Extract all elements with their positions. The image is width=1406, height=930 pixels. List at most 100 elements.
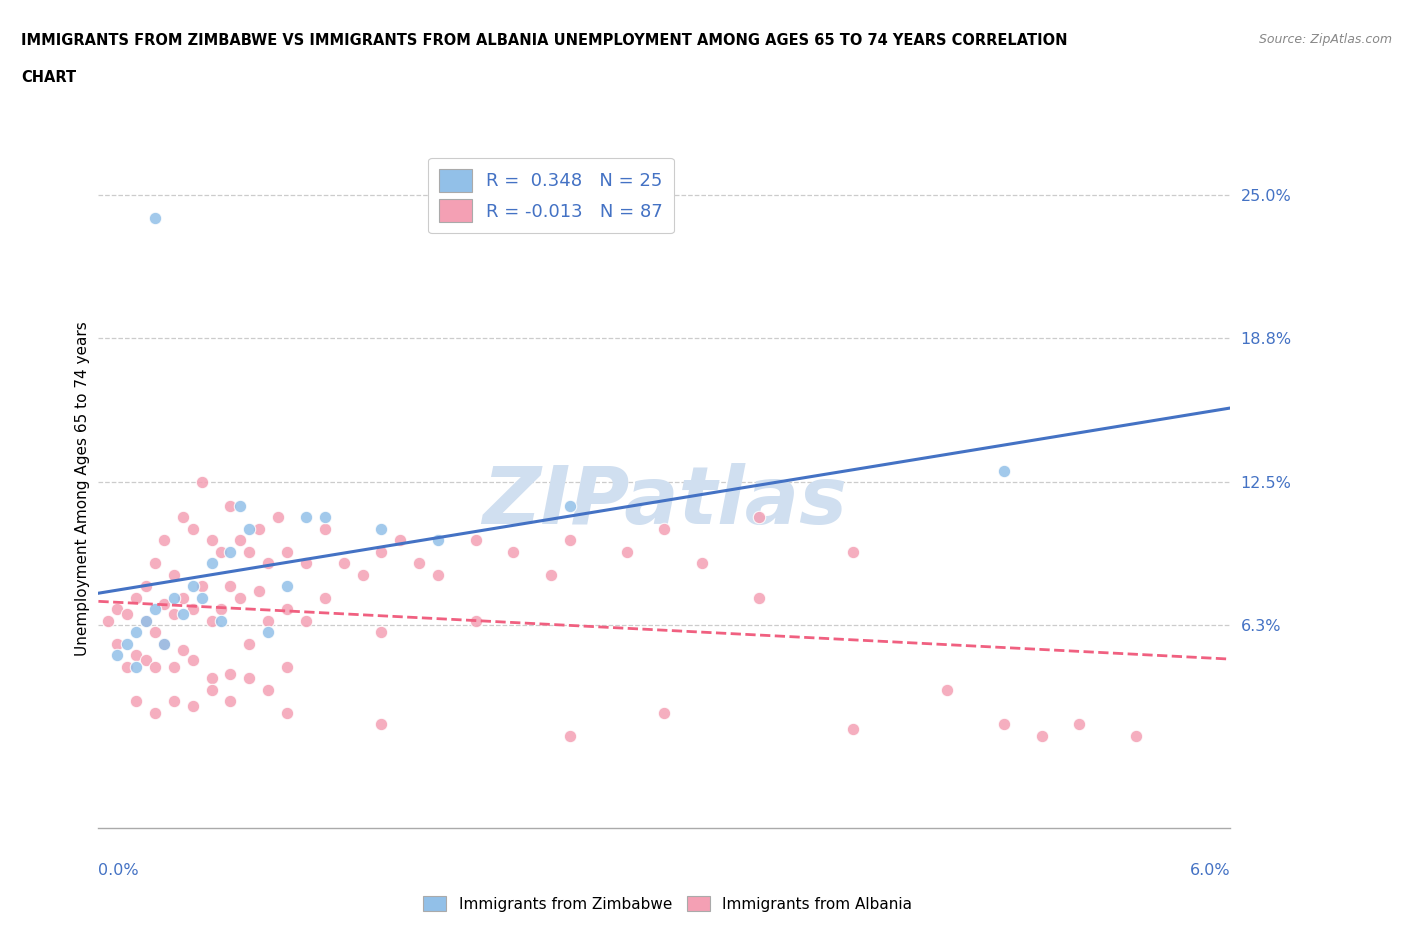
Point xyxy=(191,578,214,593)
Point xyxy=(238,544,260,559)
Legend: Immigrants from Zimbabwe, Immigrants from Albania: Immigrants from Zimbabwe, Immigrants fro… xyxy=(418,889,918,918)
Text: 0.0%: 0.0% xyxy=(98,863,139,878)
Point xyxy=(201,613,224,628)
Point xyxy=(842,722,865,737)
Point xyxy=(181,652,204,667)
Point xyxy=(257,683,280,698)
Point xyxy=(540,567,562,582)
Point xyxy=(125,625,148,640)
Point xyxy=(502,544,524,559)
Point xyxy=(558,728,581,743)
Point xyxy=(219,694,242,709)
Point xyxy=(276,544,298,559)
Point xyxy=(181,521,204,536)
Point xyxy=(191,591,214,605)
Point xyxy=(143,602,166,617)
Point xyxy=(229,498,252,513)
Point xyxy=(105,647,128,662)
Point xyxy=(266,510,288,525)
Point xyxy=(748,591,770,605)
Point xyxy=(229,591,252,605)
Point xyxy=(1031,728,1053,743)
Point xyxy=(993,463,1015,478)
Point xyxy=(464,613,486,628)
Point xyxy=(389,533,412,548)
Text: CHART: CHART xyxy=(21,70,76,85)
Point xyxy=(153,636,176,651)
Point xyxy=(125,694,148,709)
Point xyxy=(314,521,336,536)
Point xyxy=(105,602,128,617)
Point xyxy=(314,510,336,525)
Point xyxy=(143,555,166,570)
Point xyxy=(229,533,252,548)
Point xyxy=(172,643,194,658)
Point xyxy=(115,606,138,621)
Point xyxy=(408,555,430,570)
Point xyxy=(201,533,224,548)
Point xyxy=(201,683,224,698)
Point xyxy=(748,510,770,525)
Point xyxy=(201,671,224,685)
Text: IMMIGRANTS FROM ZIMBABWE VS IMMIGRANTS FROM ALBANIA UNEMPLOYMENT AMONG AGES 65 T: IMMIGRANTS FROM ZIMBABWE VS IMMIGRANTS F… xyxy=(21,33,1067,47)
Point xyxy=(936,683,959,698)
Point xyxy=(276,659,298,674)
Point xyxy=(209,602,232,617)
Point xyxy=(1069,717,1091,732)
Point xyxy=(105,636,128,651)
Text: ZIPatlas: ZIPatlas xyxy=(482,463,846,541)
Point xyxy=(238,636,260,651)
Point xyxy=(558,533,581,548)
Point xyxy=(181,578,204,593)
Point xyxy=(172,606,194,621)
Point xyxy=(993,717,1015,732)
Point xyxy=(1125,728,1147,743)
Point xyxy=(153,533,176,548)
Point xyxy=(135,578,157,593)
Point xyxy=(257,625,280,640)
Point xyxy=(163,694,186,709)
Point xyxy=(115,659,138,674)
Text: 6.0%: 6.0% xyxy=(1189,863,1230,878)
Point xyxy=(427,533,450,548)
Point xyxy=(172,510,194,525)
Point xyxy=(247,583,270,598)
Point xyxy=(370,717,392,732)
Point xyxy=(135,652,157,667)
Point xyxy=(295,510,318,525)
Point xyxy=(238,671,260,685)
Point xyxy=(181,602,204,617)
Point xyxy=(690,555,713,570)
Legend: R =  0.348   N = 25, R = -0.013   N = 87: R = 0.348 N = 25, R = -0.013 N = 87 xyxy=(429,158,673,233)
Point xyxy=(153,597,176,612)
Point xyxy=(219,666,242,681)
Point xyxy=(97,613,120,628)
Point xyxy=(209,544,232,559)
Point xyxy=(135,613,157,628)
Point xyxy=(143,625,166,640)
Point xyxy=(163,591,186,605)
Point xyxy=(276,602,298,617)
Point xyxy=(370,544,392,559)
Point xyxy=(276,578,298,593)
Point xyxy=(143,659,166,674)
Point xyxy=(295,613,318,628)
Point xyxy=(219,498,242,513)
Point xyxy=(143,210,166,225)
Point xyxy=(332,555,354,570)
Point xyxy=(143,705,166,720)
Point xyxy=(181,698,204,713)
Point xyxy=(652,705,676,720)
Point xyxy=(464,533,486,548)
Point xyxy=(219,578,242,593)
Point xyxy=(163,606,186,621)
Point xyxy=(276,705,298,720)
Point xyxy=(314,591,336,605)
Y-axis label: Unemployment Among Ages 65 to 74 years: Unemployment Among Ages 65 to 74 years xyxy=(75,321,90,656)
Point xyxy=(558,498,581,513)
Point xyxy=(370,521,392,536)
Point xyxy=(135,613,157,628)
Point xyxy=(257,613,280,628)
Point xyxy=(191,475,214,490)
Point xyxy=(295,555,318,570)
